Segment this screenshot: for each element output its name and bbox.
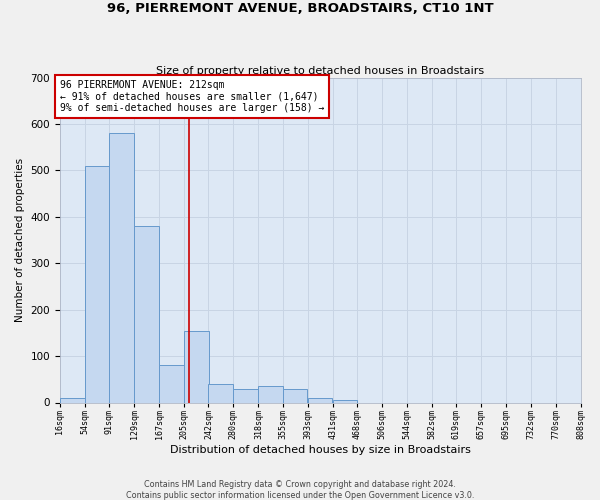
Bar bbox=[283, 388, 307, 402]
Text: 96, PIERREMONT AVENUE, BROADSTAIRS, CT10 1NT: 96, PIERREMONT AVENUE, BROADSTAIRS, CT10… bbox=[107, 2, 493, 16]
Text: 96 PIERREMONT AVENUE: 212sqm
← 91% of detached houses are smaller (1,647)
9% of : 96 PIERREMONT AVENUE: 212sqm ← 91% of de… bbox=[60, 80, 325, 113]
Y-axis label: Number of detached properties: Number of detached properties bbox=[15, 158, 25, 322]
Bar bbox=[159, 366, 184, 403]
Bar bbox=[85, 166, 110, 402]
Bar bbox=[208, 384, 233, 402]
Bar bbox=[233, 388, 258, 402]
Bar bbox=[308, 398, 332, 402]
Bar bbox=[184, 330, 209, 402]
Bar bbox=[259, 386, 283, 402]
X-axis label: Distribution of detached houses by size in Broadstairs: Distribution of detached houses by size … bbox=[170, 445, 470, 455]
Bar bbox=[134, 226, 159, 402]
Bar bbox=[109, 134, 134, 402]
Text: Contains HM Land Registry data © Crown copyright and database right 2024.
Contai: Contains HM Land Registry data © Crown c… bbox=[126, 480, 474, 500]
Bar bbox=[332, 400, 358, 402]
Title: Size of property relative to detached houses in Broadstairs: Size of property relative to detached ho… bbox=[156, 66, 484, 76]
Bar bbox=[60, 398, 85, 402]
